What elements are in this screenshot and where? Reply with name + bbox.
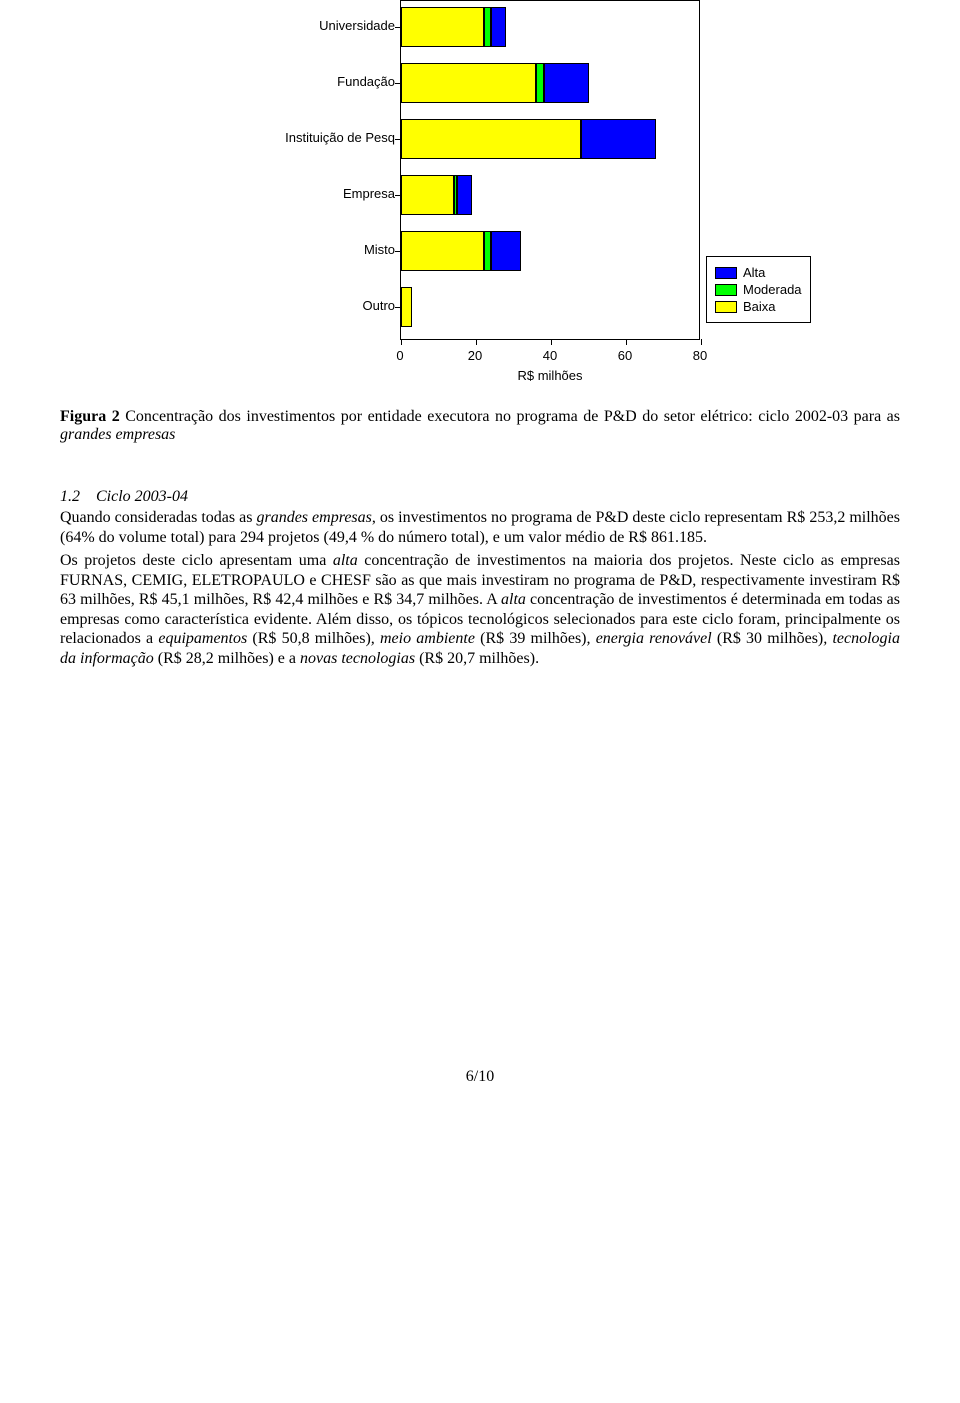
caption-italic: grandes empresas bbox=[60, 426, 175, 443]
text: Os projetos deste ciclo apresentam uma bbox=[60, 552, 333, 569]
category-label: Empresa bbox=[270, 187, 395, 200]
bar-segment bbox=[491, 7, 506, 47]
category-label: Instituição de Pesq bbox=[270, 131, 395, 144]
x-tick bbox=[401, 339, 402, 345]
x-tick-label: 80 bbox=[685, 348, 715, 363]
legend-swatch bbox=[715, 267, 737, 279]
bar-segment bbox=[401, 119, 581, 159]
x-tick-label: 60 bbox=[610, 348, 640, 363]
x-axis-title: R$ milhões bbox=[400, 368, 700, 383]
bar-segment bbox=[484, 231, 492, 271]
x-tick bbox=[551, 339, 552, 345]
legend-item: Baixa bbox=[715, 299, 802, 314]
bar-segment bbox=[491, 231, 521, 271]
legend-label: Alta bbox=[743, 265, 765, 280]
category-tick bbox=[395, 83, 401, 84]
x-tick-label: 40 bbox=[535, 348, 565, 363]
chart-container: Alta Moderada Baixa R$ milhões Universidad… bbox=[270, 0, 870, 400]
category-label: Misto bbox=[270, 243, 395, 256]
category-tick bbox=[395, 139, 401, 140]
category-tick bbox=[395, 195, 401, 196]
text-italic: novas tecnologias bbox=[300, 650, 415, 667]
category-tick bbox=[395, 27, 401, 28]
legend-label: Baixa bbox=[743, 299, 776, 314]
text: (R$ 30 milhões) bbox=[712, 630, 824, 647]
x-tick bbox=[701, 339, 702, 345]
text-italic: alta bbox=[333, 552, 358, 569]
caption-prefix: Figura 2 bbox=[60, 408, 120, 425]
x-tick bbox=[476, 339, 477, 345]
bar-segment bbox=[484, 7, 492, 47]
text-italic: equipamentos bbox=[158, 630, 247, 647]
text-italic: , energia renovável bbox=[587, 630, 712, 647]
bar-segment bbox=[401, 287, 412, 327]
bar-segment bbox=[401, 175, 454, 215]
page-number: 6/10 bbox=[60, 1068, 900, 1086]
text: (R$ 39 milhões) bbox=[475, 630, 587, 647]
x-tick-label: 0 bbox=[385, 348, 415, 363]
chart-legend: Alta Moderada Baixa bbox=[706, 256, 811, 323]
bar-segment bbox=[457, 175, 472, 215]
text: (R$ 50,8 milhões) bbox=[247, 630, 371, 647]
section-title: Ciclo 2003-04 bbox=[96, 488, 188, 505]
bar-segment bbox=[536, 63, 544, 103]
text-italic: , meio ambiente bbox=[371, 630, 475, 647]
paragraph-1: Quando consideradas todas as grandes emp… bbox=[60, 508, 900, 547]
bar-segment bbox=[581, 119, 656, 159]
legend-item: Alta bbox=[715, 265, 802, 280]
bar-segment bbox=[401, 231, 484, 271]
bar-segment bbox=[401, 7, 484, 47]
text: (R$ 28,2 milhões) e a bbox=[154, 650, 300, 667]
text: Quando consideradas todas as bbox=[60, 509, 256, 526]
x-tick-label: 20 bbox=[460, 348, 490, 363]
category-tick bbox=[395, 307, 401, 308]
section-heading: 1.2 Ciclo 2003-04 bbox=[60, 488, 900, 506]
chart-plot bbox=[400, 0, 700, 340]
bar-segment bbox=[544, 63, 589, 103]
section-number: 1.2 bbox=[60, 488, 80, 505]
legend-label: Moderada bbox=[743, 282, 802, 297]
category-label: Universidade bbox=[270, 19, 395, 32]
legend-item: Moderada bbox=[715, 282, 802, 297]
text: (R$ 20,7 milhões). bbox=[415, 650, 539, 667]
caption-body: Concentração dos investimentos por entid… bbox=[120, 408, 900, 425]
chart-area: Alta Moderada Baixa R$ milhões Universidad… bbox=[270, 0, 870, 400]
legend-swatch bbox=[715, 284, 737, 296]
category-tick bbox=[395, 251, 401, 252]
category-label: Outro bbox=[270, 299, 395, 312]
text-italic: grandes empresas bbox=[256, 509, 371, 526]
category-label: Fundação bbox=[270, 75, 395, 88]
paragraph-2: Os projetos deste ciclo apresentam uma a… bbox=[60, 551, 900, 668]
figure-caption: Figura 2 Concentração dos investimentos … bbox=[60, 408, 900, 444]
x-tick bbox=[626, 339, 627, 345]
legend-swatch bbox=[715, 301, 737, 313]
text-italic: alta bbox=[501, 591, 526, 608]
bar-segment bbox=[401, 63, 536, 103]
